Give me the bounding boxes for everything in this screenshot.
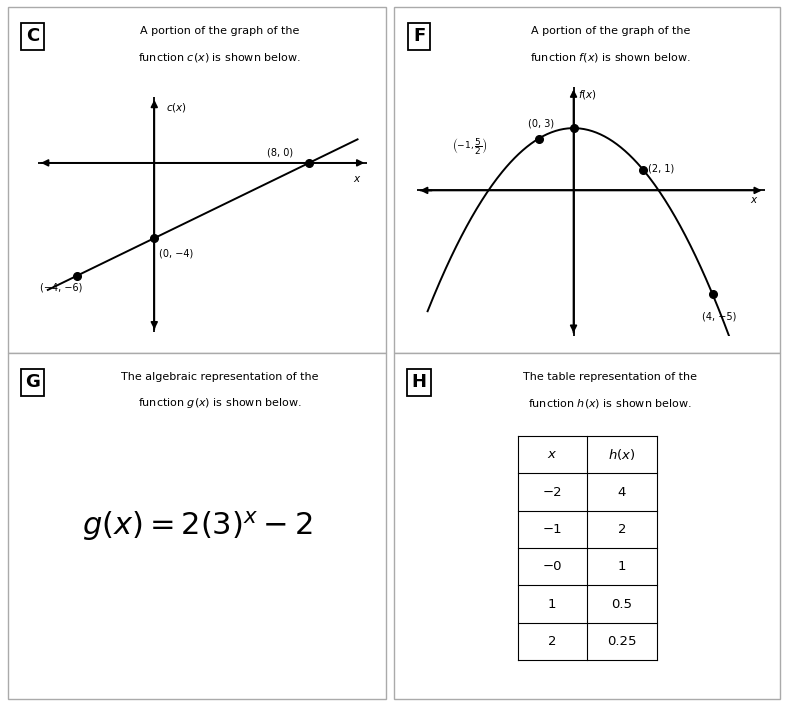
Text: 2: 2: [618, 523, 626, 536]
Text: C: C: [26, 28, 39, 45]
Text: 1: 1: [548, 598, 556, 611]
Text: The table representation of the: The table representation of the: [523, 372, 697, 382]
Text: A portion of the graph of the: A portion of the graph of the: [140, 26, 299, 36]
Text: 4: 4: [618, 486, 626, 498]
Text: −0: −0: [543, 561, 562, 573]
Text: F: F: [413, 28, 426, 45]
Text: function $h(x)$ is shown below.: function $h(x)$ is shown below.: [528, 397, 692, 409]
FancyBboxPatch shape: [394, 7, 780, 353]
Text: 2: 2: [548, 635, 556, 648]
Text: A portion of the graph of the: A portion of the graph of the: [530, 26, 690, 36]
Text: 1: 1: [618, 561, 626, 573]
Text: −2: −2: [542, 486, 562, 498]
FancyBboxPatch shape: [8, 353, 386, 699]
Text: $h(x)$: $h(x)$: [608, 447, 635, 462]
Text: function $c(x)$ is shown below.: function $c(x)$ is shown below.: [138, 51, 301, 64]
Text: function $f(x)$ is shown below.: function $f(x)$ is shown below.: [530, 51, 690, 64]
Text: H: H: [411, 373, 426, 391]
FancyBboxPatch shape: [394, 353, 780, 699]
Text: The algebraic representation of the: The algebraic representation of the: [121, 372, 318, 382]
Text: 0.5: 0.5: [611, 598, 632, 611]
Text: $x$: $x$: [547, 448, 557, 461]
Text: 0.25: 0.25: [607, 635, 637, 648]
Text: G: G: [25, 373, 40, 391]
Text: function $g(x)$ is shown below.: function $g(x)$ is shown below.: [138, 396, 302, 410]
Text: −1: −1: [542, 523, 562, 536]
FancyBboxPatch shape: [8, 7, 386, 353]
Text: $g(x) = 2(3)^x - 2$: $g(x) = 2(3)^x - 2$: [82, 509, 312, 543]
